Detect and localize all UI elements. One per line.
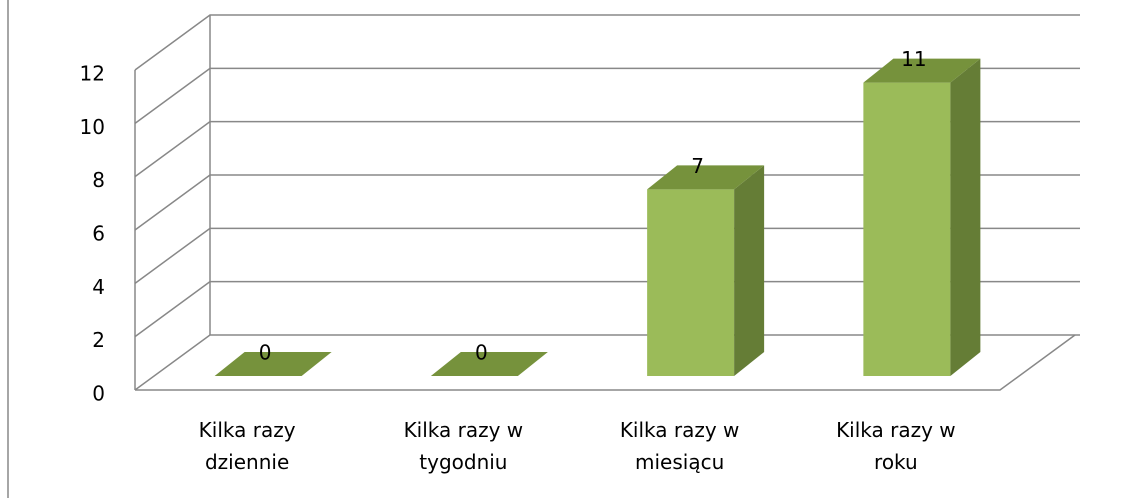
bar-top xyxy=(647,165,765,190)
y-tick-label: 6 xyxy=(92,222,105,246)
x-tick-label: Kilka razy w roku xyxy=(836,418,956,474)
x-tick-label: Kilka razy w miesiącu xyxy=(619,418,740,474)
bar-side xyxy=(734,165,765,376)
bar-front xyxy=(647,189,735,376)
bar xyxy=(430,352,548,376)
y-tick-label: 10 xyxy=(80,115,105,139)
x-tick-label: Kilka razy w tygodniu xyxy=(403,418,524,474)
bar xyxy=(863,58,981,377)
bar-front xyxy=(863,82,951,377)
bar xyxy=(647,165,765,376)
y-tick-label: 12 xyxy=(80,62,105,86)
bar-top xyxy=(863,58,981,83)
data-label: 11 xyxy=(901,47,926,71)
bar-side xyxy=(950,58,981,377)
grid-line xyxy=(134,280,1080,338)
floor xyxy=(135,334,1076,391)
grid-line xyxy=(134,14,1080,71)
data-label: 0 xyxy=(475,341,488,365)
grid-line xyxy=(134,120,1080,178)
x-tick-label: Kilka razy dziennie xyxy=(198,418,296,474)
grid-line xyxy=(134,174,1080,231)
data-label: 7 xyxy=(691,154,704,178)
y-tick-label: 2 xyxy=(92,328,105,352)
data-label: 0 xyxy=(259,341,272,365)
y-tick-label: 4 xyxy=(92,275,105,299)
y-tick-label: 0 xyxy=(92,382,105,406)
bar xyxy=(214,352,332,376)
grid-line xyxy=(134,334,1080,391)
bar-top xyxy=(214,352,332,376)
grid-line xyxy=(134,67,1080,124)
bar-top xyxy=(430,352,548,376)
y-tick-label: 8 xyxy=(92,168,105,192)
grid-line xyxy=(134,227,1080,284)
